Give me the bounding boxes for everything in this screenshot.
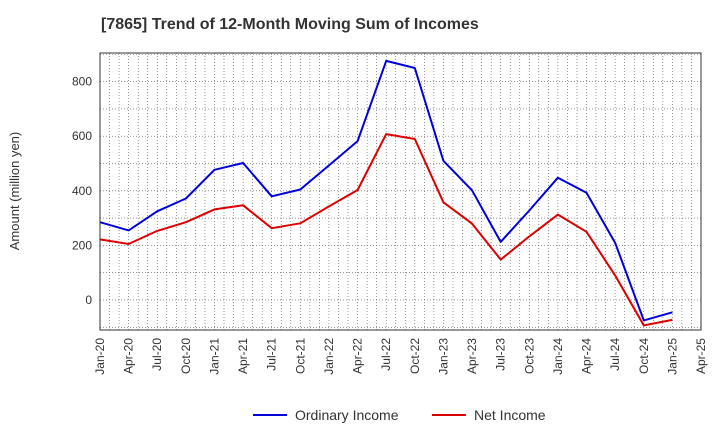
x-tick-labels: Jan-20 Apr-20 Jul-20 Oct-20 Jan-21 Apr-21 Jul-… <box>93 338 708 375</box>
x-tick-label: Jan-24 <box>551 338 565 375</box>
y-tick-label: 800 <box>72 75 92 89</box>
x-tick-label: Jan-21 <box>207 338 221 375</box>
series-layer <box>99 59 673 327</box>
grid-layer <box>100 53 701 330</box>
x-tick-label: Oct-20 <box>179 338 193 374</box>
y-tick-label: 600 <box>72 129 92 143</box>
x-tick-label: Jul-22 <box>379 338 393 371</box>
x-tick-label: Jul-24 <box>608 338 622 371</box>
x-tick-label: Apr-20 <box>122 338 136 374</box>
legend: Ordinary Income Net Income <box>253 407 546 423</box>
plot-frame <box>99 52 702 331</box>
series-line-0 <box>99 59 673 322</box>
x-tick-label: Jan-23 <box>436 338 450 375</box>
x-tick-label: Jan-25 <box>665 338 679 375</box>
y-tick-label: 400 <box>72 184 92 198</box>
x-tick-label: Jan-20 <box>93 338 107 375</box>
y-axis-title: Amount (million yen) <box>7 132 22 251</box>
x-tick-label: Jan-22 <box>322 338 336 375</box>
y-tick-label: 0 <box>85 293 92 307</box>
legend-label-1: Net Income <box>474 407 546 423</box>
x-tick-label: Apr-23 <box>465 338 479 374</box>
legend-label-0: Ordinary Income <box>295 407 399 423</box>
x-tick-label: Apr-24 <box>580 338 594 374</box>
x-tick-label: Oct-22 <box>408 338 422 374</box>
x-tick-label: Jul-21 <box>265 338 279 371</box>
y-tick-label: 200 <box>72 238 92 252</box>
x-tick-label: Jul-20 <box>150 338 164 371</box>
y-tick-labels: 0 200 400 600 800 <box>72 75 92 307</box>
x-tick-label: Oct-23 <box>522 338 536 374</box>
x-tick-label: Apr-21 <box>236 338 250 374</box>
x-tick-label: Jul-23 <box>494 338 508 371</box>
x-tick-label: Oct-21 <box>293 338 307 374</box>
x-tick-label: Oct-24 <box>637 338 651 374</box>
chart-title: [7865] Trend of 12-Month Moving Sum of I… <box>101 16 479 33</box>
x-tick-label: Apr-25 <box>694 338 708 374</box>
series-line-1 <box>99 133 673 327</box>
x-tick-label: Apr-22 <box>351 338 365 374</box>
